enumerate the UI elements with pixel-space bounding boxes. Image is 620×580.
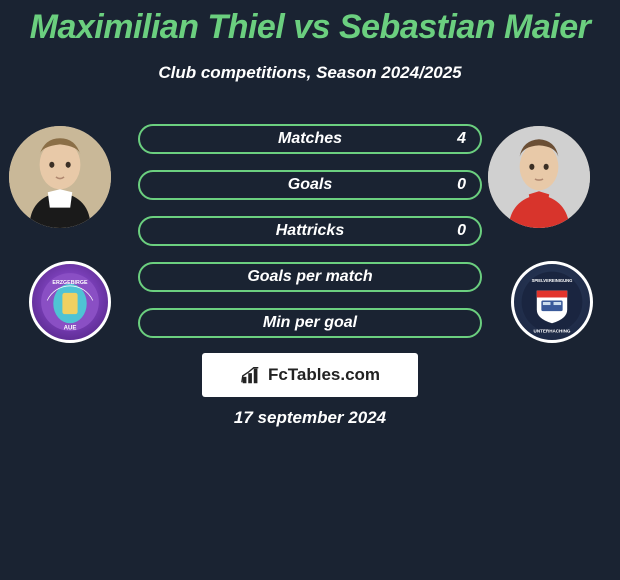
stat-value-right: 4 [457, 130, 466, 148]
brand-text: FcTables.com [268, 365, 380, 385]
bar-chart-icon [240, 364, 262, 386]
stat-label: Goals per match [247, 268, 372, 286]
svg-text:AUE: AUE [64, 324, 77, 331]
stat-label: Goals [288, 176, 332, 194]
brand-badge: FcTables.com [202, 353, 418, 397]
stat-row-hattricks: Hattricks 0 [138, 216, 482, 246]
stat-row-min-per-goal: Min per goal [138, 308, 482, 338]
season-subtitle: Club competitions, Season 2024/2025 [0, 63, 620, 83]
stat-label: Min per goal [263, 314, 357, 332]
player-right-club-badge: SPIELVEREINIGUNG UNTERHACHING [511, 261, 593, 343]
player-right-portrait-icon [488, 126, 590, 228]
stat-value-right: 0 [457, 222, 466, 240]
stat-label: Hattricks [276, 222, 344, 240]
player-right-avatar [488, 126, 590, 228]
svg-text:UNTERHACHING: UNTERHACHING [534, 328, 571, 333]
stat-row-goals: Goals 0 [138, 170, 482, 200]
stat-value-right: 0 [457, 176, 466, 194]
club-right-crest-icon: SPIELVEREINIGUNG UNTERHACHING [514, 264, 590, 340]
player-left-portrait-icon [9, 126, 111, 228]
club-left-crest-icon: ERZGEBIRGE AUE [32, 264, 108, 340]
comparison-title: Maximilian Thiel vs Sebastian Maier [0, 0, 620, 47]
stat-row-goals-per-match: Goals per match [138, 262, 482, 292]
stat-row-matches: Matches 4 [138, 124, 482, 154]
comparison-date: 17 september 2024 [0, 408, 620, 428]
player-left-avatar [9, 126, 111, 228]
stat-label: Matches [278, 130, 342, 148]
svg-text:SPIELVEREINIGUNG: SPIELVEREINIGUNG [532, 278, 573, 283]
stats-panel: Matches 4 Goals 0 Hattricks 0 Goals per … [138, 124, 482, 354]
svg-text:ERZGEBIRGE: ERZGEBIRGE [52, 280, 88, 286]
player-left-club-badge: ERZGEBIRGE AUE [29, 261, 111, 343]
